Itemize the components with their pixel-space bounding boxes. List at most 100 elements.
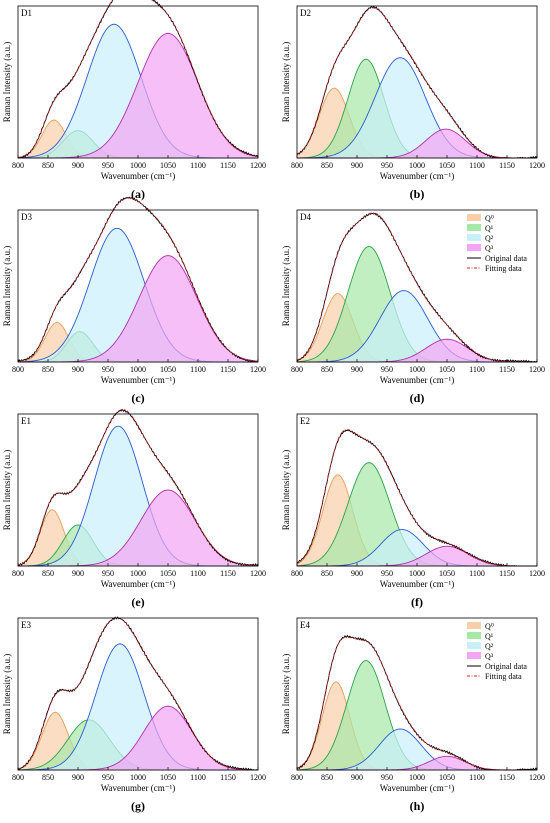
legend-swatch-q3 xyxy=(467,244,481,251)
legend-swatch-q3 xyxy=(467,652,481,659)
y-axis-title: Raman Intensity (a.u.) xyxy=(281,654,291,734)
fitting-data-line xyxy=(296,636,537,771)
legend-label-q1: Q¹ xyxy=(485,224,494,233)
peak-fill-q3 xyxy=(297,339,537,362)
x-tick-label: 1000 xyxy=(409,773,425,782)
x-tick-label: 950 xyxy=(102,365,114,374)
legend-label-fitting: Fitting data xyxy=(485,264,522,273)
x-tick-label: 900 xyxy=(351,773,363,782)
x-axis-title: Wavenumber (cm⁻¹) xyxy=(101,579,175,589)
legend-swatch-q2 xyxy=(467,642,481,649)
fitting-data-line xyxy=(296,7,537,159)
y-axis-title: Raman Intensity (a.u.) xyxy=(281,450,291,530)
panel-caption: (g) xyxy=(131,799,145,813)
chart-panel-d3: 800 850 900 950 1000 1050 1100 1150 1200 D3 Wavenu… xyxy=(2,196,266,405)
peak-fill-q2 xyxy=(18,426,258,566)
x-tick-label: 800 xyxy=(291,365,303,374)
x-tick-label: 800 xyxy=(291,161,303,170)
x-tick-label: 900 xyxy=(72,569,84,578)
peak-fill-q3 xyxy=(18,490,258,566)
legend-label-original: Original data xyxy=(485,662,527,671)
x-tick-label: 1200 xyxy=(250,569,266,578)
legend-label-q0: Q⁰ xyxy=(485,622,494,631)
x-tick-label: 950 xyxy=(102,569,114,578)
peak-fill-q1 xyxy=(297,660,537,770)
peak-fill-q2 xyxy=(297,57,537,158)
x-tick-label: 850 xyxy=(42,365,54,374)
x-axis-title: Wavenumber (cm⁻¹) xyxy=(101,375,175,385)
legend-label-q3: Q³ xyxy=(485,244,494,253)
peak-fill-q3 xyxy=(18,33,258,158)
x-tick-label: 950 xyxy=(381,161,393,170)
legend-label-q2: Q² xyxy=(485,234,494,243)
x-axis-title: Wavenumber (cm⁻¹) xyxy=(380,171,454,181)
fitting-data-line xyxy=(17,197,259,363)
fitting-data-line xyxy=(17,409,259,567)
panel-name: D3 xyxy=(21,212,32,222)
chart-panel-e1: 800 850 900 950 1000 1050 1100 1150 1200 E1 Wavenu… xyxy=(2,408,266,609)
x-tick-label: 1200 xyxy=(529,161,545,170)
x-tick-label: 1100 xyxy=(190,161,206,170)
fitting-data-line xyxy=(296,429,537,567)
y-axis-title: Raman Intensity (a.u.) xyxy=(2,246,12,326)
x-tick-label: 900 xyxy=(351,569,363,578)
x-tick-label: 800 xyxy=(12,569,24,578)
x-tick-label: 1150 xyxy=(499,365,515,374)
peak-fill-q2 xyxy=(18,228,258,362)
x-tick-label: 1200 xyxy=(250,161,266,170)
chart-panel-d1: 800 850 900 950 1000 1050 1100 1150 1200 D1 Wavenu… xyxy=(2,0,266,201)
legend-label-q0: Q⁰ xyxy=(485,214,494,223)
x-tick-label: 1050 xyxy=(439,773,455,782)
x-tick-label: 950 xyxy=(381,773,393,782)
panel-name: E4 xyxy=(300,620,310,630)
peak-fill-q3 xyxy=(297,129,537,158)
x-tick-label: 950 xyxy=(381,569,393,578)
y-axis-title: Raman Intensity (a.u.) xyxy=(2,42,12,122)
x-tick-label: 1100 xyxy=(190,569,206,578)
x-tick-label: 850 xyxy=(321,161,333,170)
x-tick-label: 1150 xyxy=(499,161,515,170)
x-axis-title: Wavenumber (cm⁻¹) xyxy=(380,375,454,385)
panel-name: E1 xyxy=(21,416,31,426)
legend-label-fitting: Fitting data xyxy=(485,672,522,681)
panel-caption: (f) xyxy=(411,595,423,609)
x-tick-label: 850 xyxy=(42,569,54,578)
panel-caption: (d) xyxy=(410,391,425,405)
x-tick-label: 1000 xyxy=(409,569,425,578)
peak-fill-q2 xyxy=(297,290,537,362)
legend-swatch-q1 xyxy=(467,224,481,231)
legend-label-q3: Q³ xyxy=(485,652,494,661)
panel-name: D1 xyxy=(21,8,32,18)
x-tick-label: 850 xyxy=(42,161,54,170)
x-tick-label: 1150 xyxy=(499,773,515,782)
x-tick-label: 850 xyxy=(321,365,333,374)
chart-panel-e2: 800 850 900 950 1000 1050 1100 1150 1200 E2 Wavenu… xyxy=(281,413,545,609)
x-tick-label: 900 xyxy=(72,161,84,170)
x-tick-label: 1100 xyxy=(190,773,206,782)
y-axis-title: Raman Intensity (a.u.) xyxy=(2,654,12,734)
fitting-data-line xyxy=(17,617,259,771)
x-tick-label: 1050 xyxy=(439,161,455,170)
chart-panel-e4: 800 850 900 950 1000 1050 1100 1150 1200 E4 Wavenu… xyxy=(281,617,545,813)
x-tick-label: 850 xyxy=(321,569,333,578)
legend-swatch-q0 xyxy=(467,622,481,629)
peak-fill-q1 xyxy=(297,246,537,362)
x-axis-title: Wavenumber (cm⁻¹) xyxy=(101,171,175,181)
x-tick-label: 1200 xyxy=(250,773,266,782)
x-tick-label: 1100 xyxy=(469,161,485,170)
x-tick-label: 1150 xyxy=(220,773,236,782)
x-tick-label: 900 xyxy=(351,161,363,170)
x-tick-label: 1150 xyxy=(220,569,236,578)
peak-fill-q3 xyxy=(18,706,258,770)
x-tick-label: 1150 xyxy=(220,161,236,170)
x-axis-title: Wavenumber (cm⁻¹) xyxy=(380,579,454,589)
x-axis-title: Wavenumber (cm⁻¹) xyxy=(380,783,454,793)
x-tick-label: 800 xyxy=(12,161,24,170)
panel-caption: (c) xyxy=(131,391,144,405)
chart-panel-d2: 800 850 900 950 1000 1050 1100 1150 1200 D2 Wavenu… xyxy=(281,5,545,201)
x-tick-label: 1200 xyxy=(250,365,266,374)
peak-fill-q3 xyxy=(18,255,258,362)
